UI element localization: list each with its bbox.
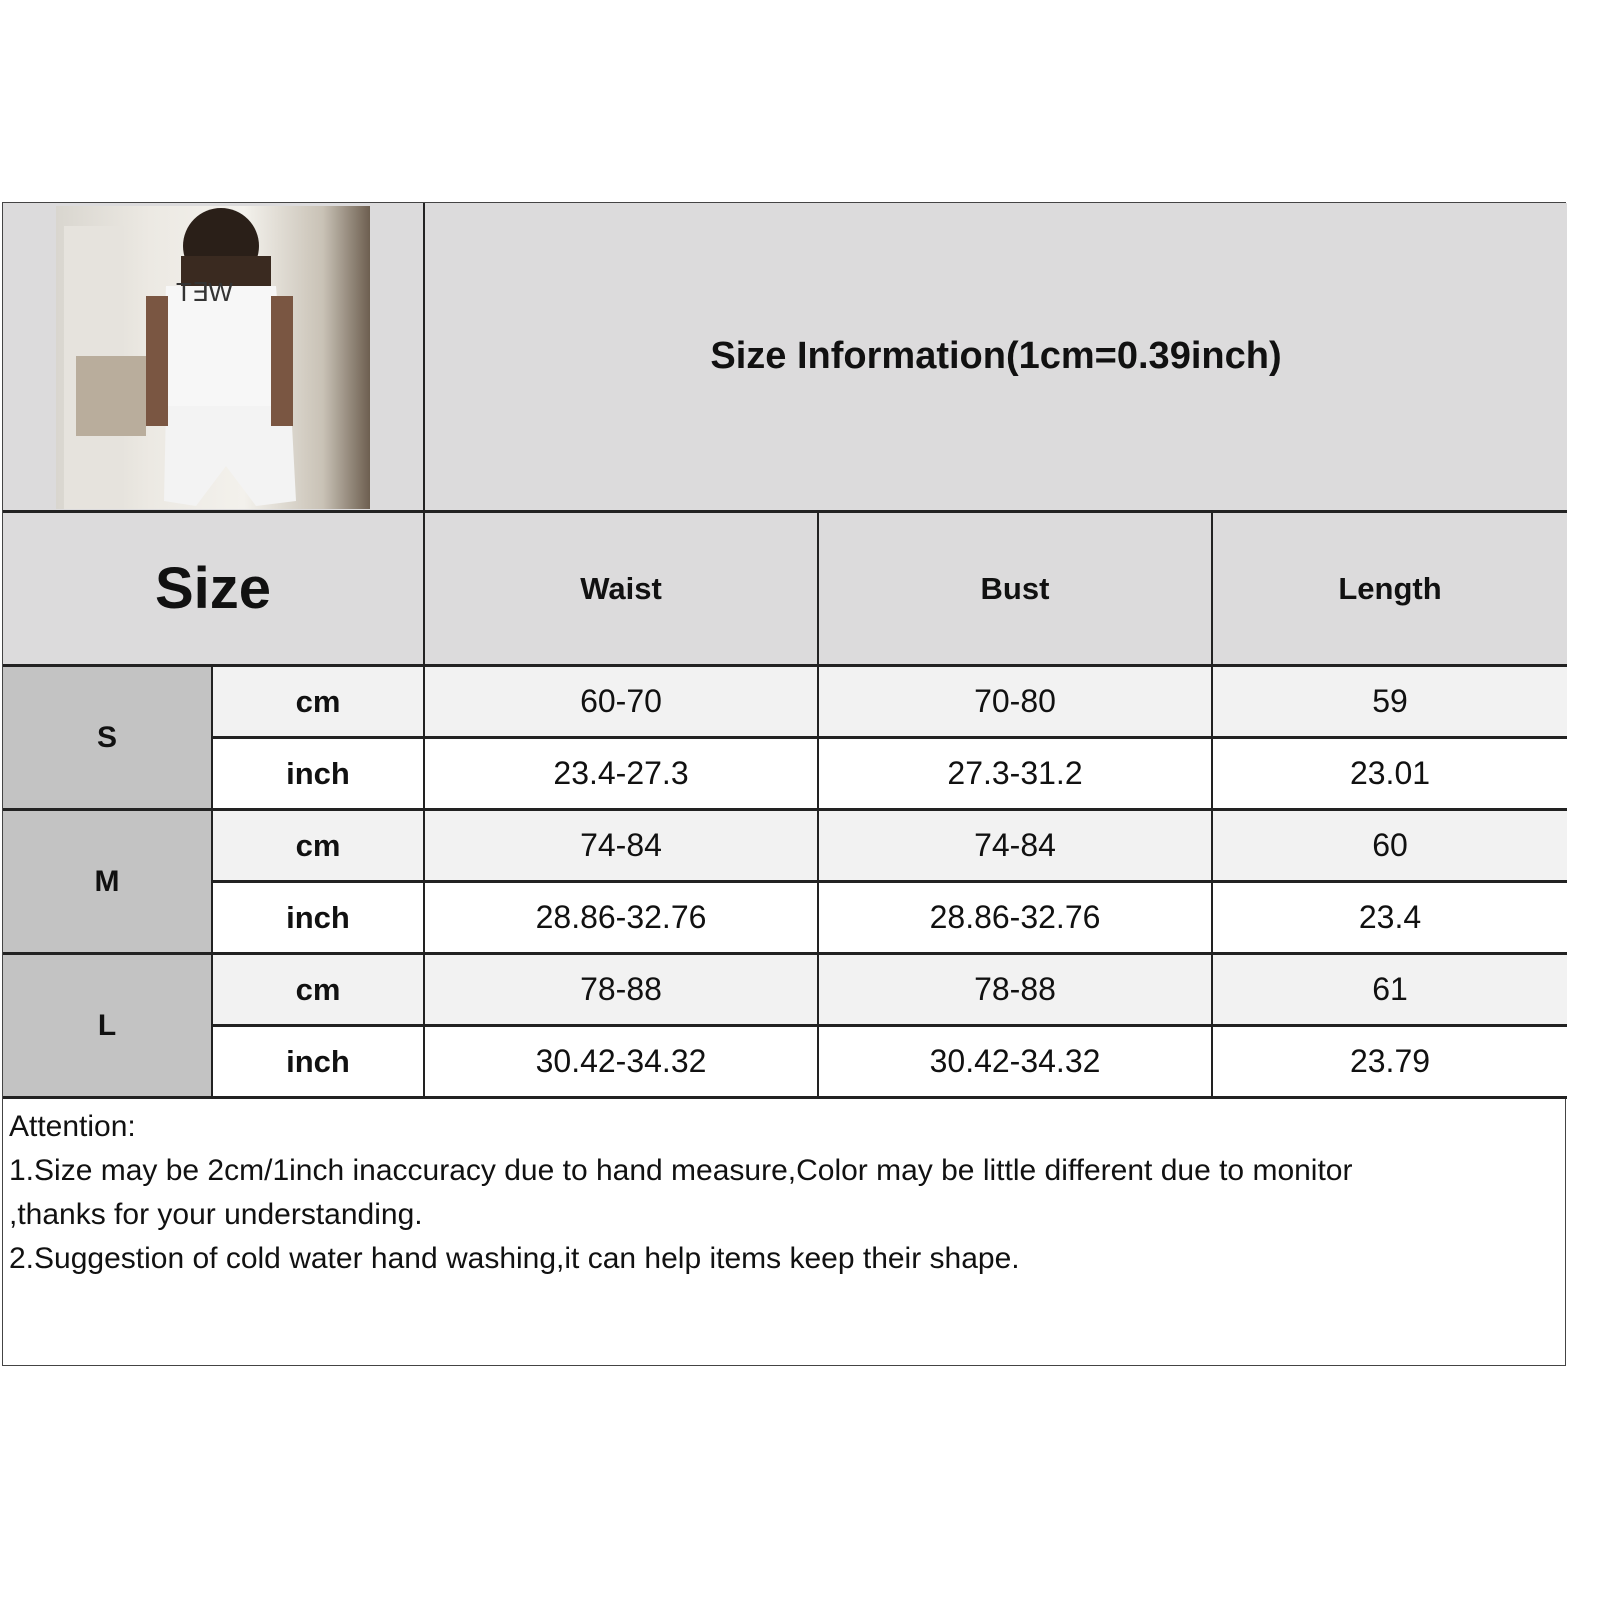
cell-value: 27.3-31.2 bbox=[947, 755, 1083, 791]
cell-value: 74-84 bbox=[580, 827, 662, 863]
notes-heading: Attention: bbox=[9, 1110, 136, 1143]
cell-value: 78-88 bbox=[580, 971, 662, 1007]
column-header-label: Waist bbox=[580, 570, 662, 606]
cell-value: 28.86-32.76 bbox=[929, 899, 1101, 935]
column-header-waist: Waist bbox=[425, 513, 819, 667]
size-label: S bbox=[96, 720, 117, 754]
unit-label: inch bbox=[286, 1043, 350, 1079]
size-header-cell: Size bbox=[3, 513, 425, 667]
title-cell: Size Information(1cm=0.39inch) bbox=[425, 203, 1567, 513]
column-header-bust: Bust bbox=[819, 513, 1213, 667]
cell-value: 30.42-34.32 bbox=[535, 1043, 707, 1079]
table-cell-length: 60 bbox=[1213, 811, 1567, 883]
table-cell-bust: 74-84 bbox=[819, 811, 1213, 883]
table-cell-length: 61 bbox=[1213, 955, 1567, 1027]
table-cell-waist: 78-88 bbox=[425, 955, 819, 1027]
cell-value: 60 bbox=[1372, 827, 1408, 863]
unit-cell: cm bbox=[213, 811, 425, 883]
unit-cell: inch bbox=[213, 739, 425, 811]
cell-value: 60-70 bbox=[580, 683, 662, 719]
table-cell-waist: 60-70 bbox=[425, 667, 819, 739]
attention-notes: Attention: 1.Size may be 2cm/1inch inacc… bbox=[3, 1099, 1565, 1365]
svg-text:T∃W: T∃W bbox=[176, 277, 233, 307]
unit-label: cm bbox=[295, 971, 341, 1007]
size-header: Size bbox=[154, 556, 272, 621]
unit-cell: cm bbox=[213, 955, 425, 1027]
table-cell-waist: 30.42-34.32 bbox=[425, 1027, 819, 1099]
note-line: ,thanks for your understanding. bbox=[9, 1198, 423, 1231]
cell-value: 59 bbox=[1372, 683, 1408, 719]
page-title: Size Information(1cm=0.39inch) bbox=[710, 335, 1282, 377]
unit-label: inch bbox=[286, 755, 350, 791]
unit-label: cm bbox=[295, 683, 341, 719]
table-cell-length: 23.79 bbox=[1213, 1027, 1567, 1099]
column-header-length: Length bbox=[1213, 513, 1567, 667]
table-cell-bust: 28.86-32.76 bbox=[819, 883, 1213, 955]
unit-cell: inch bbox=[213, 883, 425, 955]
cell-value: 74-84 bbox=[974, 827, 1056, 863]
table-cell-bust: 27.3-31.2 bbox=[819, 739, 1213, 811]
cell-value: 23.79 bbox=[1349, 1043, 1431, 1079]
column-header-label: Length bbox=[1338, 570, 1442, 606]
cell-value: 23.4 bbox=[1358, 899, 1422, 935]
table-cell-bust: 70-80 bbox=[819, 667, 1213, 739]
table-cell-length: 59 bbox=[1213, 667, 1567, 739]
unit-label: cm bbox=[295, 827, 341, 863]
table-cell-bust: 30.42-34.32 bbox=[819, 1027, 1213, 1099]
size-label-m: M bbox=[3, 811, 213, 955]
size-label: M bbox=[94, 864, 120, 898]
note-line: 2.Suggestion of cold water hand washing,… bbox=[9, 1242, 1020, 1275]
table-cell-bust: 78-88 bbox=[819, 955, 1213, 1027]
photo-cell: T∃W bbox=[3, 203, 425, 513]
table-cell-waist: 28.86-32.76 bbox=[425, 883, 819, 955]
cell-value: 23.4-27.3 bbox=[553, 755, 689, 791]
table-cell-waist: 23.4-27.3 bbox=[425, 739, 819, 811]
cell-value: 28.86-32.76 bbox=[535, 899, 707, 935]
unit-label: inch bbox=[286, 899, 350, 935]
cell-value: 30.42-34.32 bbox=[929, 1043, 1101, 1079]
table-cell-waist: 74-84 bbox=[425, 811, 819, 883]
cell-value: 23.01 bbox=[1349, 755, 1431, 791]
cell-value: 70-80 bbox=[974, 683, 1056, 719]
column-header-label: Bust bbox=[980, 570, 1050, 606]
size-label-l: L bbox=[3, 955, 213, 1099]
table-cell-length: 23.01 bbox=[1213, 739, 1567, 811]
unit-cell: cm bbox=[213, 667, 425, 739]
product-photo: T∃W bbox=[56, 206, 370, 509]
cell-value: 61 bbox=[1372, 971, 1408, 1007]
size-chart: T∃W Size Information(1cm=0.39inch) Size … bbox=[2, 202, 1567, 1366]
table-cell-length: 23.4 bbox=[1213, 883, 1567, 955]
cell-value: 78-88 bbox=[974, 971, 1056, 1007]
size-label-s: S bbox=[3, 667, 213, 811]
note-line: 1.Size may be 2cm/1inch inaccuracy due t… bbox=[9, 1154, 1353, 1187]
unit-cell: inch bbox=[213, 1027, 425, 1099]
size-label: L bbox=[97, 1008, 117, 1042]
